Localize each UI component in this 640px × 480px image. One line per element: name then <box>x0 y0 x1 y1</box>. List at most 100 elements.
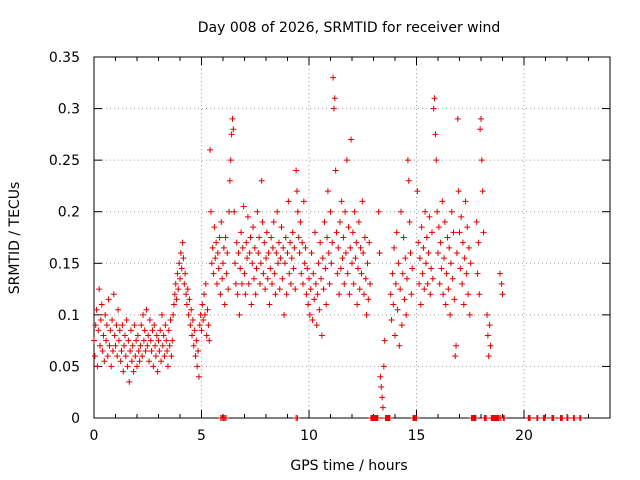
data-point <box>222 234 229 241</box>
data-point <box>318 275 325 282</box>
data-point <box>319 255 326 262</box>
data-point <box>97 342 104 349</box>
data-point <box>205 322 212 329</box>
chart-title: Day 008 of 2026, SRMTID for receiver win… <box>198 20 501 36</box>
data-point <box>527 415 534 421</box>
data-point <box>168 353 175 360</box>
data-point <box>187 322 194 329</box>
data-point <box>235 249 242 256</box>
data-point <box>289 229 296 236</box>
data-point <box>127 347 134 354</box>
data-point <box>180 255 187 262</box>
data-point <box>161 353 168 360</box>
data-point <box>211 224 218 231</box>
data-point <box>271 270 278 277</box>
data-point <box>260 270 267 277</box>
data-point <box>146 317 153 324</box>
data-point <box>485 353 492 360</box>
data-point <box>134 363 140 370</box>
data-point <box>208 260 215 267</box>
data-point <box>120 368 127 375</box>
data-point <box>465 291 472 298</box>
data-point <box>499 291 506 298</box>
data-point <box>250 224 257 231</box>
data-point <box>240 203 247 210</box>
data-point <box>145 332 152 339</box>
data-point <box>287 239 294 246</box>
data-point <box>408 291 415 298</box>
data-point <box>450 229 457 236</box>
data-point <box>404 275 411 282</box>
data-point <box>446 244 453 251</box>
data-point <box>564 415 571 421</box>
data-point <box>463 270 470 277</box>
data-point <box>167 317 174 324</box>
data-point <box>230 126 237 133</box>
data-point <box>477 126 484 133</box>
data-point <box>267 265 274 272</box>
data-point <box>141 327 148 334</box>
data-point <box>333 229 340 236</box>
data-point <box>214 249 221 256</box>
data-point <box>435 249 441 256</box>
data-point <box>269 244 276 251</box>
data-point <box>156 347 163 354</box>
data-point <box>228 131 235 138</box>
data-point <box>282 234 289 241</box>
data-point <box>92 322 99 329</box>
data-point <box>466 311 473 318</box>
data-point <box>420 244 427 251</box>
data-point <box>346 291 353 298</box>
data-point <box>340 234 347 241</box>
data-point <box>453 249 460 256</box>
data-point <box>397 286 404 293</box>
data-point <box>278 224 285 231</box>
data-point <box>256 234 263 241</box>
data-point <box>377 373 384 380</box>
data-point <box>392 332 398 339</box>
data-point <box>209 244 216 251</box>
data-point <box>128 358 135 365</box>
data-point <box>342 249 349 256</box>
x-tick-label: 5 <box>197 428 206 444</box>
data-point <box>112 342 119 349</box>
data-point <box>154 368 161 375</box>
data-point <box>456 229 463 236</box>
data-point <box>401 296 408 303</box>
y-tick-label: 0.15 <box>49 256 80 272</box>
data-point <box>422 208 429 215</box>
data-point <box>152 342 159 349</box>
data-point <box>150 363 157 370</box>
data-point <box>404 157 411 164</box>
data-point <box>398 322 405 329</box>
data-point <box>130 368 137 375</box>
data-point <box>96 286 103 293</box>
data-point <box>403 311 410 318</box>
data-point <box>274 208 281 215</box>
data-point <box>194 363 201 370</box>
data-point <box>339 255 346 262</box>
data-point <box>238 229 245 236</box>
data-point <box>192 353 199 360</box>
data-point <box>396 342 403 349</box>
data-point <box>158 358 165 365</box>
data-point <box>444 234 451 241</box>
data-point <box>341 280 348 287</box>
data-point <box>294 208 301 215</box>
data-point <box>448 208 455 215</box>
data-point <box>325 249 332 256</box>
data-point <box>232 280 239 287</box>
data-point <box>417 301 424 308</box>
data-point <box>275 239 282 246</box>
data-point <box>232 260 239 267</box>
data-point <box>226 208 233 215</box>
data-point <box>262 286 269 293</box>
data-point <box>171 291 178 298</box>
x-tick-label: 15 <box>408 428 426 444</box>
data-point <box>148 347 155 354</box>
data-point <box>183 291 190 298</box>
data-point <box>133 337 140 344</box>
data-point <box>304 265 311 272</box>
data-point <box>441 255 448 262</box>
data-point <box>367 280 374 287</box>
